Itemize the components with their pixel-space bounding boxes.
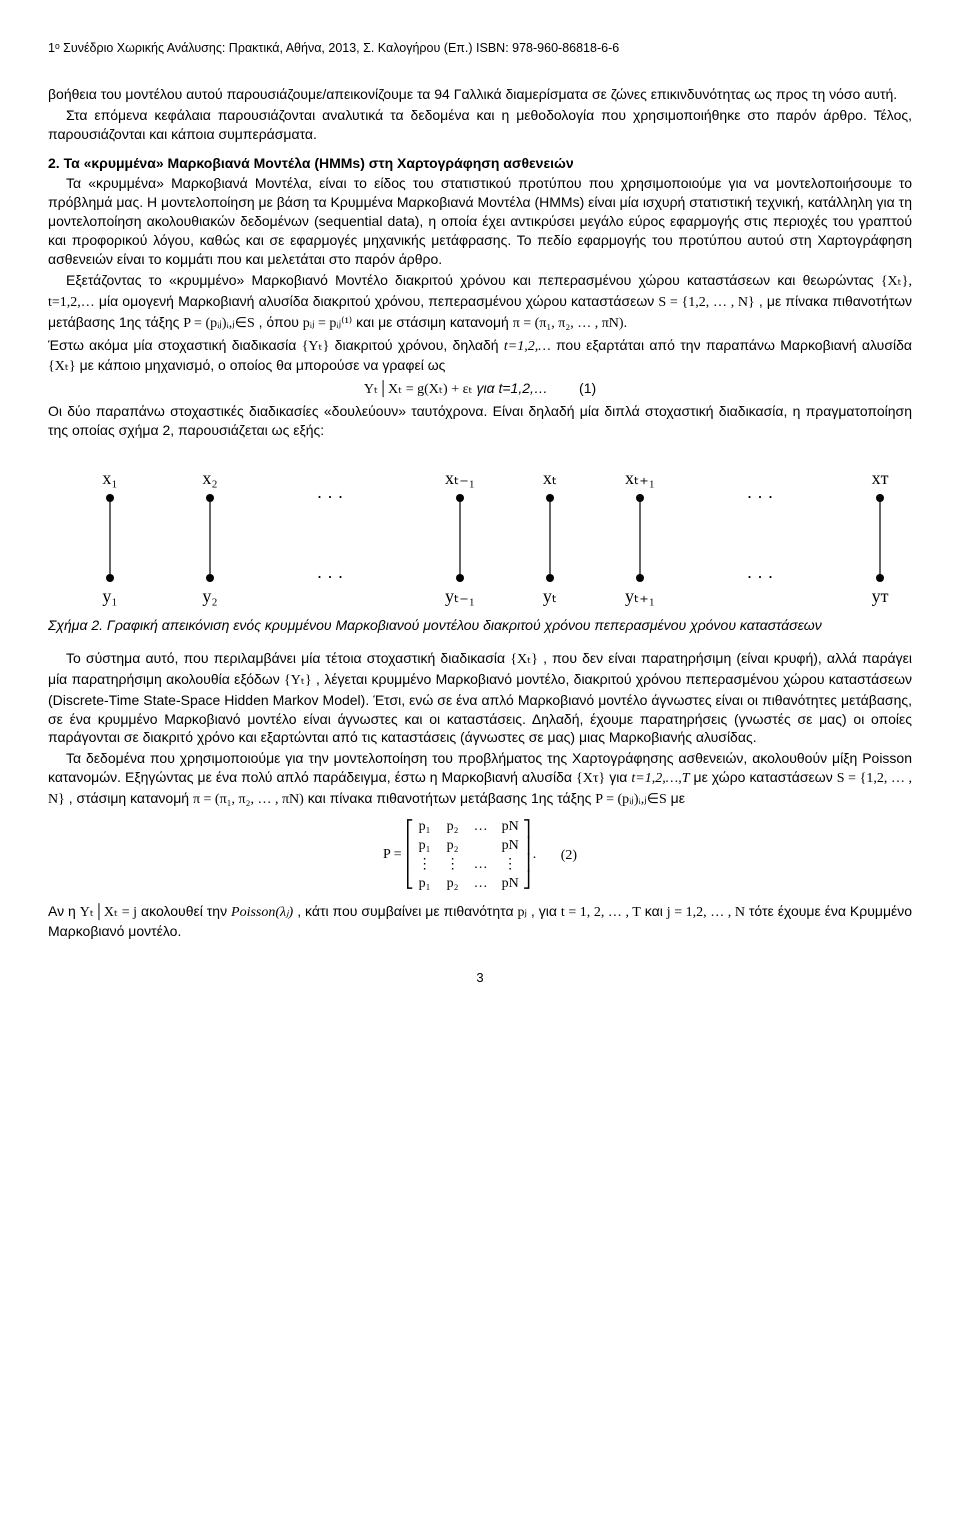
svg-text:yₜ₋₁: yₜ₋₁ <box>445 586 475 606</box>
math-xt: {Xₜ} <box>48 359 76 374</box>
svg-text:· · ·: · · · <box>747 567 774 587</box>
text: ακολουθεί την <box>141 903 231 919</box>
math-p: P = (pᵢⱼ)ᵢ,ⱼ∈S <box>183 316 254 331</box>
svg-text:xₜ₋₁: xₜ₋₁ <box>445 468 475 488</box>
text: Αν η <box>48 903 80 919</box>
svg-text:xₜ₊₁: xₜ₊₁ <box>625 468 655 488</box>
figure-2-caption: Σχήμα 2. Γραφική απεικόνιση ενός κρυμμέν… <box>48 616 912 635</box>
page-number: 3 <box>48 969 912 987</box>
text: μία ομογενή Μαρκοβιανή αλυσίδα διακριτού… <box>99 293 658 309</box>
paragraph-5: Έστω ακόμα μία στοχαστική διαδικασία {Yₜ… <box>48 336 912 378</box>
math-t12t: t=1,2,…,T <box>631 771 689 786</box>
math-xt-2: {Xₜ} <box>510 652 538 667</box>
math-xtau: {Xτ} <box>576 771 605 786</box>
math-yxj: Yₜ│Xₜ = j <box>80 905 137 920</box>
text: που εξαρτάται από την παραπάνω Μαρκοβιαν… <box>556 337 912 353</box>
svg-text:x₁: x₁ <box>102 468 117 488</box>
text: για <box>609 769 631 785</box>
text: διακριτού χρόνου, δηλαδή <box>335 337 504 353</box>
svg-text:xₜ: xₜ <box>543 468 557 488</box>
text: , στάσιμη κατανομή <box>69 790 193 806</box>
text: , κάτι που συμβαίνει με πιθανότητα <box>297 903 517 919</box>
text: , όπου <box>259 314 303 330</box>
matrix: P = ⎡ ⎢ ⎢ ⎣p₁p₂…pNp₁p₂pN⋮⋮…⋮p₁p₂…pN⎤ ⎥ ⎥… <box>383 848 536 863</box>
text: Έστω ακόμα μία στοχαστική διαδικασία <box>48 337 302 353</box>
text: , για <box>531 903 561 919</box>
svg-text:y₂: y₂ <box>202 586 217 606</box>
equation-1: Yₜ│Xₜ = g(Xₜ) + εₜ για t=1,2,… (1) <box>48 379 912 400</box>
text: και πίνακα πιθανοτήτων μετάβασης 1ης τάξ… <box>308 790 596 806</box>
math-t1t: t = 1, 2, … , T <box>561 905 641 920</box>
svg-text:x₂: x₂ <box>202 468 217 488</box>
math-t12: t=1,2,… <box>504 339 551 354</box>
text: και <box>645 903 667 919</box>
math-poisson: Poisson(λⱼ) <box>231 905 293 920</box>
math-pij: pᵢⱼ = pᵢⱼ⁽¹⁾ <box>303 316 352 331</box>
hmm-diagram: x₁ y₁ x₂ y₂ xₜ₋₁ yₜ₋₁ xₜ yₜ xₜ₊₁ yₜ₊₁ xᴛ yᴛ · · · · ·… <box>50 458 910 608</box>
paragraph-1: βοήθεια του μοντέλου αυτού παρουσιάζουμε… <box>48 85 912 104</box>
svg-text:yᴛ: yᴛ <box>872 586 889 606</box>
text: Εξετάζοντας το «κρυμμένο» Μαρκοβιανό Μον… <box>66 272 881 288</box>
math-pj: pⱼ <box>517 905 526 920</box>
paragraph-3: Τα «κρυμμένα» Μαρκοβιανά Μοντέλα, είναι … <box>48 174 912 268</box>
text: με κάποιο μηχανισμό, ο οποίος θα μπορούσ… <box>80 357 446 373</box>
svg-text:yₜ₊₁: yₜ₊₁ <box>625 586 655 606</box>
paragraph-2: Στα επόμενα κεφάλαια παρουσιάζονται αναλ… <box>48 106 912 144</box>
eq1-for: για t=1,2,… <box>477 380 548 396</box>
svg-text:· · ·: · · · <box>747 487 774 507</box>
paragraph-6: Οι δύο παραπάνω στοχαστικές διαδικασίες … <box>48 402 912 440</box>
running-header: 1ᵒ Συνέδριο Χωρικής Ανάλυσης: Πρακτικά, … <box>48 40 912 57</box>
text: με <box>671 790 685 806</box>
svg-text:· · ·: · · · <box>317 567 344 587</box>
svg-text:yₜ: yₜ <box>543 586 557 606</box>
eq2-label: (2) <box>561 848 577 863</box>
text: Το σύστημα αυτό, που περιλαμβάνει μία τέ… <box>66 650 510 666</box>
math-j1n: j = 1,2, … , N <box>667 905 745 920</box>
equation-2-matrix: P = ⎡ ⎢ ⎢ ⎣p₁p₂…pNp₁p₂pN⋮⋮…⋮p₁p₂…pN⎤ ⎥ ⎥… <box>48 818 912 894</box>
math-yt-2: {Yₜ} <box>284 673 312 688</box>
text: και με στάσιμη κατανομή <box>356 314 513 330</box>
eq1-body: Yₜ│Xₜ = g(Xₜ) + εₜ <box>364 382 473 397</box>
math-yt: {Yₜ} <box>302 339 330 354</box>
svg-text:xᴛ: xᴛ <box>872 468 889 488</box>
section-2-title: 2. Τα «κρυμμένα» Μαρκοβιανά Μοντέλα (HMM… <box>48 154 912 173</box>
math-pi: π = (π₁, π₂, … , πN). <box>513 316 627 331</box>
paragraph-8: Τα δεδομένα που χρησιμοποιούμε για την μ… <box>48 749 912 810</box>
paragraph-7: Το σύστημα αυτό, που περιλαμβάνει μία τέ… <box>48 649 912 747</box>
svg-text:· · ·: · · · <box>317 487 344 507</box>
eq1-label: (1) <box>579 380 596 396</box>
paragraph-9: Αν η Yₜ│Xₜ = j ακολουθεί την Poisson(λⱼ)… <box>48 902 912 942</box>
math-s: S = {1,2, … , N} <box>658 295 754 310</box>
paragraph-4: Εξετάζοντας το «κρυμμένο» Μαρκοβιανό Μον… <box>48 271 912 334</box>
math-p2: P = (pᵢⱼ)ᵢ,ⱼ∈S <box>595 792 666 807</box>
text: με χώρο καταστάσεων <box>694 769 837 785</box>
svg-text:y₁: y₁ <box>102 586 117 606</box>
math-pi2: π = (π₁, π₂, … , πN) <box>193 792 304 807</box>
